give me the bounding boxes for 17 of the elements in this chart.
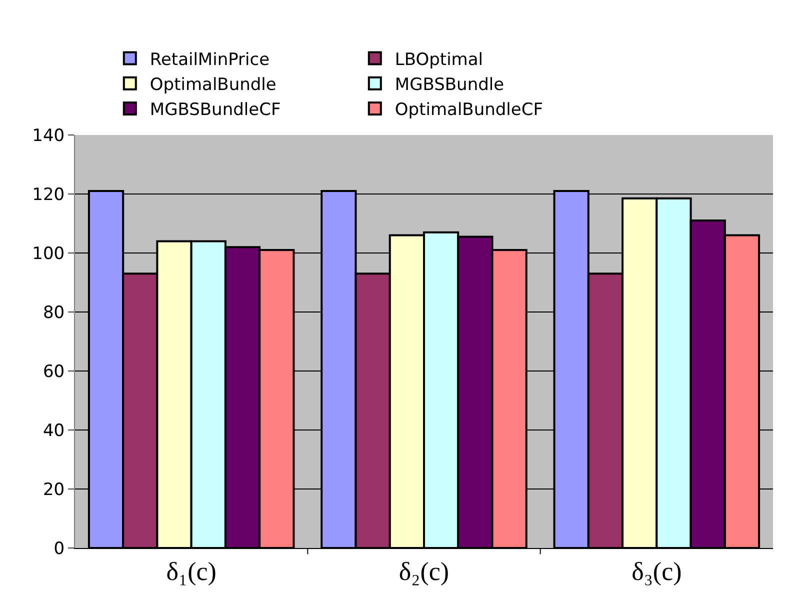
y-tick-label: 100 (32, 244, 65, 264)
legend-label: RetailMinPrice (150, 50, 270, 70)
legend-label: MGBSBundle (394, 75, 504, 96)
legend-label: MGBSBundleCF (150, 100, 281, 120)
legend-label: OptimalBundle (150, 75, 276, 96)
y-tick-label: 140 (32, 126, 65, 146)
y-tick-label: 60 (42, 362, 65, 382)
x-tick-label: δ₁(c) (166, 557, 216, 586)
legend-label: OptimalBundleCF (394, 100, 544, 120)
legend-label: LBOptimal (394, 50, 484, 70)
y-tick-label: 40 (42, 420, 65, 441)
y-tick-label: 120 (32, 184, 65, 205)
x-tick-label: δ₃(c) (632, 557, 682, 586)
y-tick-label: 0 (54, 538, 65, 559)
x-tick-label: δ₂(c) (398, 557, 450, 586)
y-tick-label: 80 (42, 302, 65, 323)
y-tick-label: 20 (42, 480, 65, 500)
